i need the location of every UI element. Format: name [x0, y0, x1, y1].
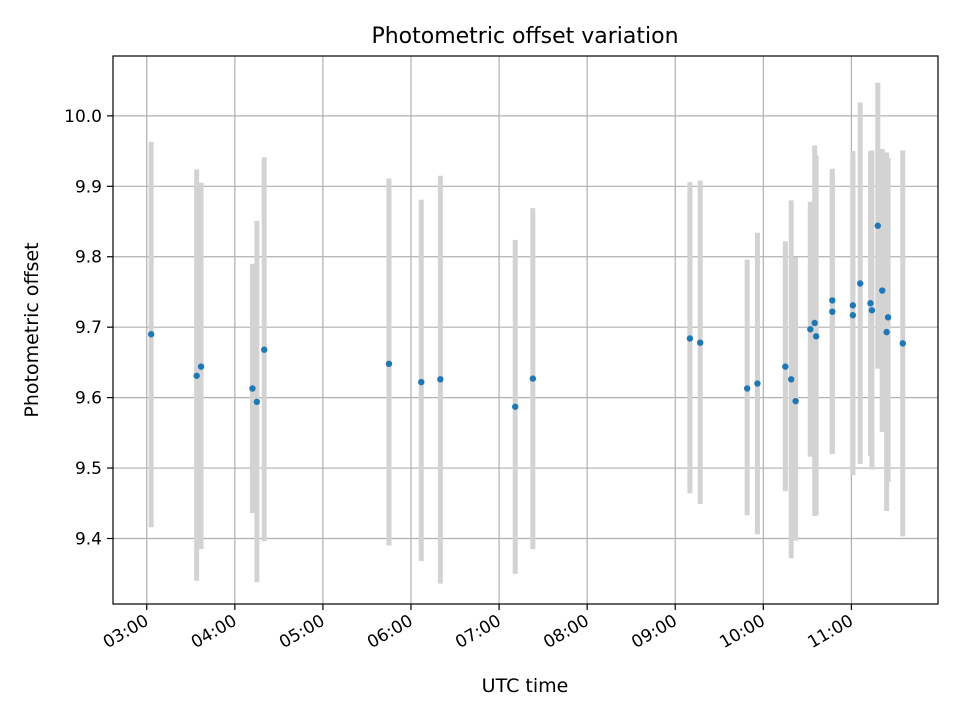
y-tick-label: 9.7 [75, 318, 102, 338]
grid [113, 56, 938, 604]
data-point [261, 346, 268, 353]
data-point [147, 331, 155, 338]
data-point [812, 333, 820, 340]
data-point [829, 308, 836, 315]
y-tick-label: 9.6 [75, 389, 102, 409]
chart-title: Photometric offset variation [371, 24, 678, 49]
data-point [193, 372, 200, 379]
data-point [856, 280, 864, 287]
data-point [686, 335, 694, 342]
data-point [696, 339, 704, 346]
data-point [782, 363, 789, 370]
data-point [437, 376, 444, 383]
data-point [867, 300, 874, 307]
data-point [883, 328, 890, 336]
data-point [743, 385, 751, 392]
data-point [792, 397, 799, 405]
data-point [879, 287, 886, 294]
data-point [385, 360, 393, 368]
data-points [147, 222, 906, 410]
data-point [807, 326, 814, 333]
y-tick-label: 10.0 [64, 107, 102, 127]
data-point [829, 297, 836, 304]
y-axis-ticks: 9.4 9.5 9.6 9.7 9.8 9.9 10.0 [64, 107, 113, 549]
data-point [529, 375, 537, 382]
data-point [249, 385, 256, 392]
data-point [418, 378, 425, 386]
y-axis-label: Photometric offset [21, 242, 43, 417]
data-point [512, 403, 519, 410]
data-point [884, 314, 892, 321]
y-tick-label: 9.8 [75, 248, 102, 268]
y-tick-label: 9.4 [75, 529, 102, 549]
x-axis-label: UTC time [482, 675, 569, 697]
y-tick-label: 9.5 [75, 459, 102, 479]
data-point [849, 302, 857, 309]
data-point [849, 312, 857, 319]
plot-area [112, 55, 939, 605]
data-point [197, 363, 205, 370]
data-point [811, 319, 818, 327]
data-point [754, 380, 761, 387]
data-point [899, 340, 906, 347]
data-point [788, 376, 795, 383]
data-point [868, 307, 876, 314]
data-point [874, 222, 882, 229]
data-point [253, 398, 261, 406]
y-tick-label: 9.9 [75, 177, 102, 197]
